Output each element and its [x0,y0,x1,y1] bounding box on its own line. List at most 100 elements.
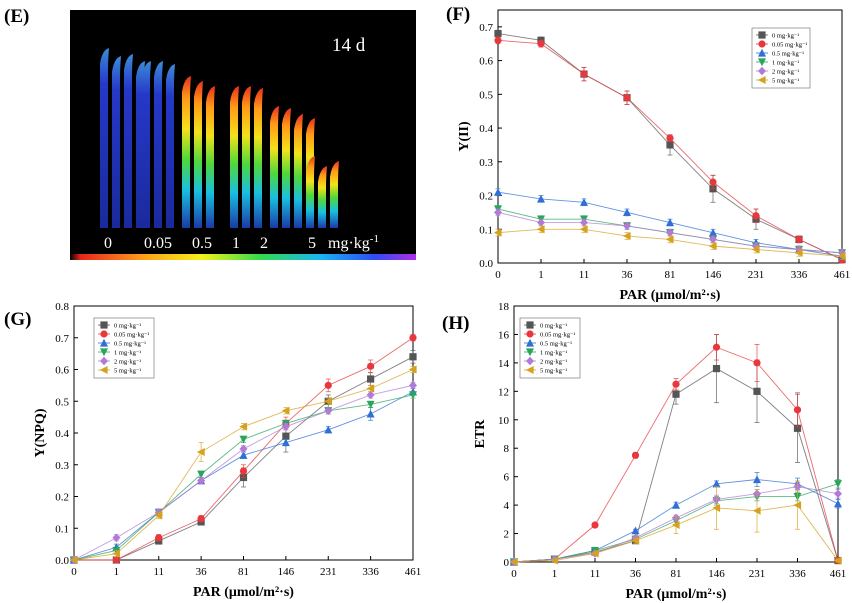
y-tick-label: 0.2 [479,191,493,203]
y-tick-label: 6 [504,472,510,484]
x-tick-label: 1 [114,566,120,578]
data-point [537,40,545,48]
y-axis-label: Y(NPQ) [33,408,48,457]
data-point [622,232,631,241]
data-point [672,390,680,398]
data-point [753,475,761,484]
data-point [666,134,674,142]
legend-marker [100,338,108,347]
legend-label: 5 mg·kg⁻¹ [114,368,141,375]
data-point [536,225,545,234]
y-tick-label: 0.1 [479,224,493,236]
x-tick-label: 231 [748,269,765,281]
data-point [623,94,631,102]
y-tick-label: 0 [504,557,510,569]
data-point [197,515,205,523]
data-point [631,451,640,459]
data-point [366,390,375,400]
data-point [712,479,721,488]
legend-marker [100,356,108,366]
data-point [709,178,717,186]
data-point [550,556,559,565]
x-tick-label: 146 [278,566,295,578]
leaf-1-2 [166,64,175,228]
conc-label-1: 1 [232,235,240,252]
data-point [753,359,761,367]
x-tick-label: 81 [671,568,682,580]
data-point [752,212,760,220]
data-point [409,334,417,342]
fluorescence-image: 14 d 0 0.05 0.5 1 2 5 mg·kg-1 [70,35,416,260]
panel-letter-g: (G) [4,309,32,330]
data-point [590,549,599,558]
y-tick-label: 0.7 [479,22,493,34]
legend-label: 0.05 mg·kg⁻¹ [114,332,149,339]
y-tick-label: 0.3 [55,460,69,472]
x-axis-label: PAR (μmol/m²·s) [193,585,294,600]
x-tick-label: 146 [705,269,722,281]
y-tick-label: 0.4 [479,123,493,135]
legend-marker [526,356,534,366]
y-tick-label: 0.6 [55,365,69,377]
data-point [494,208,502,217]
leaf-group [100,48,339,228]
data-point [239,435,248,444]
legend-label: 5 mg·kg⁻¹ [772,78,799,85]
conc-label-0: 0 [104,235,112,252]
data-point [324,406,333,415]
data-point [753,387,761,395]
legend-label: 1 mg·kg⁻¹ [772,60,799,67]
unit-label: mg·kg-1 [328,233,379,252]
y-tick-label: 10 [498,415,510,427]
y-tick-label: 0.4 [55,428,69,440]
y-tick-label: 0.3 [479,157,493,169]
legend-marker [525,366,534,374]
data-point [623,221,631,231]
data-point [281,422,290,431]
y-tick-label: 0.5 [55,396,69,408]
legend-label: 0.5 mg·kg⁻¹ [772,51,804,58]
data-point [672,500,680,509]
leaf-2-0 [182,76,191,228]
data-point [666,141,674,149]
leaf-5-0 [306,156,315,228]
data-point [833,556,842,565]
data-point [834,480,842,488]
data-point [672,380,680,388]
leaf-2-1 [194,81,203,228]
data-point [324,381,332,389]
leaf-4-2 [294,114,303,228]
y-tick-label: 16 [498,329,510,341]
data-point [367,375,375,383]
data-point [69,556,78,564]
x-tick-label: 336 [791,269,808,281]
legend-label: 2 mg·kg⁻¹ [540,359,567,366]
data-point [239,422,248,431]
data-point [494,30,502,38]
x-tick-label: 0 [511,568,517,580]
leaf-3-2 [254,88,263,228]
concentration-labels: 0 0.05 0.5 1 2 5 mg·kg-1 [104,233,379,252]
y-axis-label: Y(II) [457,121,472,152]
x-axis-label: PAR (μmol/m²·s) [620,288,721,303]
data-point [712,503,721,512]
x-tick-label: 0 [71,566,77,578]
leaf-3-0 [230,86,239,228]
x-tick-label: 81 [665,269,676,281]
conc-label-0-5: 0.5 [192,235,212,252]
data-point [793,406,802,414]
data-point [366,384,375,393]
y-tick-label: 4 [504,500,510,512]
y-tick-label: 14 [498,358,510,370]
x-tick-label: 1 [552,568,558,580]
series-5 [493,225,846,261]
chart-y-ii: 0.00.10.20.30.40.50.60.70 1 11 36 81 146 231 33… [457,9,850,303]
conc-label-5: 5 [308,235,316,252]
x-tick-label: 36 [196,566,208,578]
data-point [154,511,163,520]
data-point [409,391,417,400]
data-point [281,406,290,415]
x-tick-label: 461 [405,566,422,578]
data-point [239,451,248,459]
legend-label: 5 mg·kg⁻¹ [540,368,567,375]
